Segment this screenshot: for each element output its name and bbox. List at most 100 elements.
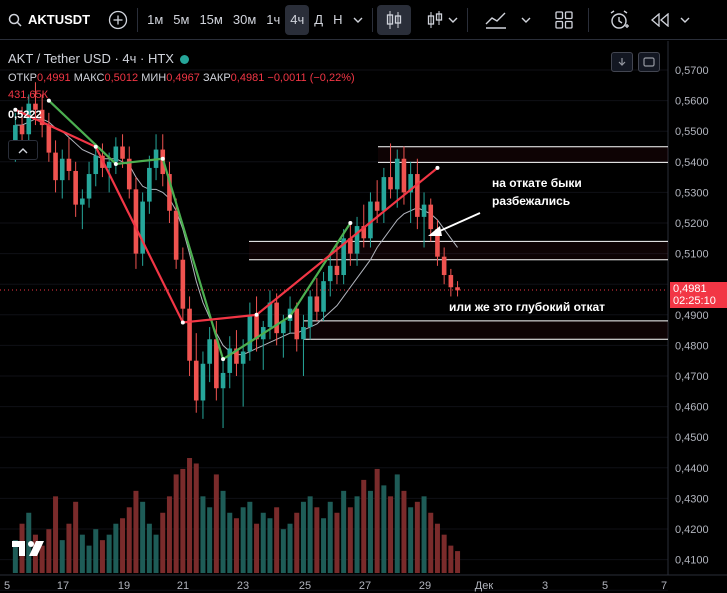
note-bottom[interactable]: или же это глубокий откат	[449, 300, 605, 314]
chevron-down-icon	[680, 17, 689, 23]
alarm-clock-icon	[610, 9, 629, 29]
volume-bar	[106, 534, 112, 573]
volume-bar	[367, 490, 373, 573]
candle-body	[73, 170, 78, 205]
volume-bar	[401, 490, 407, 573]
candle-body	[39, 109, 45, 126]
volume-bar	[193, 463, 199, 573]
replay-button[interactable]	[645, 5, 675, 35]
timeframe-4h[interactable]: 4ч	[285, 4, 310, 35]
volume-bar	[187, 458, 193, 573]
open-value: 0,4991	[37, 72, 71, 84]
note-top-line1[interactable]: на откате быки	[492, 176, 582, 190]
timeframe-1d[interactable]: Д	[314, 12, 324, 27]
zigzag-node	[93, 144, 98, 149]
add-symbol-button[interactable]	[103, 5, 133, 35]
indicators-button[interactable]	[480, 5, 536, 35]
price-axis[interactable]: 0,5700 0,5600 0,5500 0,5400 0,5300 0,5200 0,51…	[675, 65, 709, 567]
zigzag-node	[435, 165, 440, 170]
fullscreen-toggle-button[interactable]	[638, 52, 660, 72]
candle-body	[247, 314, 253, 352]
volume-bar	[434, 523, 440, 573]
candle-body	[187, 308, 192, 361]
volume-bar	[140, 501, 146, 573]
scroll-down-button[interactable]	[611, 52, 633, 72]
close-value: 0,4981	[230, 72, 265, 84]
volume-bar	[334, 512, 340, 573]
candle-body	[314, 296, 320, 312]
volume-bar	[233, 518, 239, 573]
zigzag-green-line	[48, 99, 352, 361]
volume-bar	[274, 507, 280, 573]
annotation-arrowhead	[428, 226, 442, 236]
volume-bar	[448, 545, 454, 573]
bar-countdown: 02:25:10	[673, 295, 716, 307]
screen-icon	[643, 57, 655, 67]
volume-bar	[86, 545, 92, 573]
volume-bar	[160, 512, 166, 573]
candle-body	[354, 226, 360, 254]
chevron-down-icon	[353, 17, 362, 23]
layouts-button[interactable]	[550, 5, 578, 35]
time-axis[interactable]: 5 17 19 21 23 25 27 29 Дек 3 5 7	[4, 580, 667, 592]
bar-type-button[interactable]	[421, 5, 463, 35]
close-label: ЗАКР	[202, 72, 231, 84]
volume-bar	[347, 507, 353, 573]
timeframe-1h[interactable]: 1ч	[266, 12, 281, 27]
replay-menu-button[interactable]	[675, 5, 695, 35]
timeframe-1w[interactable]: Н	[333, 12, 343, 27]
volume-bar	[180, 468, 186, 573]
symbol-title[interactable]: AKT / Tether USD · 4ч · HTX	[8, 51, 174, 66]
chart-legend: AKT / Tether USD · 4ч · HTX ОТКР0,4991 М…	[8, 52, 355, 122]
timeframe-1m[interactable]: 1м	[147, 12, 164, 27]
alert-button[interactable]	[603, 5, 635, 35]
volume-bar	[73, 501, 79, 573]
tradingview-logo[interactable]	[12, 538, 46, 558]
timeframe-30m[interactable]: 30м	[232, 12, 257, 27]
zigzag-drawings[interactable]	[13, 98, 440, 362]
volume-bar	[280, 529, 286, 573]
candle-body	[53, 152, 58, 181]
timeframe-more-button[interactable]	[348, 5, 368, 35]
collapse-legend-button[interactable]	[8, 140, 38, 160]
volume-bar	[381, 485, 387, 573]
candle-body	[321, 281, 326, 312]
candle-body	[26, 103, 32, 135]
toolbar-divider	[137, 7, 139, 32]
volume-bar	[173, 474, 179, 573]
candle-body	[267, 302, 273, 328]
symbol-search-button[interactable]: AKTUSDT	[0, 5, 95, 35]
current-price-badge: 0,4981 02:25:10	[670, 282, 727, 308]
price-tick-label: 0,4700	[675, 371, 709, 383]
volume-bar	[254, 523, 260, 573]
volume-bar	[414, 501, 420, 573]
candle-body	[140, 201, 145, 254]
timeframe-5m[interactable]: 5м	[173, 12, 190, 27]
low-label: МИН	[141, 72, 167, 84]
volume-bar	[361, 479, 367, 573]
note-top-line2[interactable]: разбежались	[492, 194, 570, 208]
price-tick-label: 0,4800	[675, 340, 709, 352]
candle-body	[368, 201, 373, 239]
candle-body	[441, 256, 447, 276]
candle-body	[193, 360, 199, 401]
candle-body	[234, 348, 239, 364]
zigzag-node	[46, 98, 51, 103]
candle-body	[301, 327, 306, 340]
price-chart[interactable]: на откате быки разбежались или же это гл…	[0, 41, 727, 593]
candles-chart-type-button[interactable]	[376, 4, 411, 35]
volume-bar	[408, 507, 414, 573]
candle-body	[80, 198, 85, 205]
price-tick-label: 0,4400	[675, 463, 709, 475]
toolbar-divider	[371, 7, 373, 32]
time-tick-label: 27	[359, 580, 371, 592]
zigzag-node	[180, 320, 185, 325]
volume-bar	[307, 496, 313, 573]
volume-bar	[133, 490, 139, 573]
arrow-annotation[interactable]	[428, 212, 481, 236]
volume-bar	[354, 496, 360, 573]
high-value: 0,5012	[104, 72, 139, 84]
timeframe-15m[interactable]: 15м	[199, 12, 223, 27]
volume-bar	[394, 474, 400, 573]
horizontal-levels[interactable]	[249, 146, 668, 340]
